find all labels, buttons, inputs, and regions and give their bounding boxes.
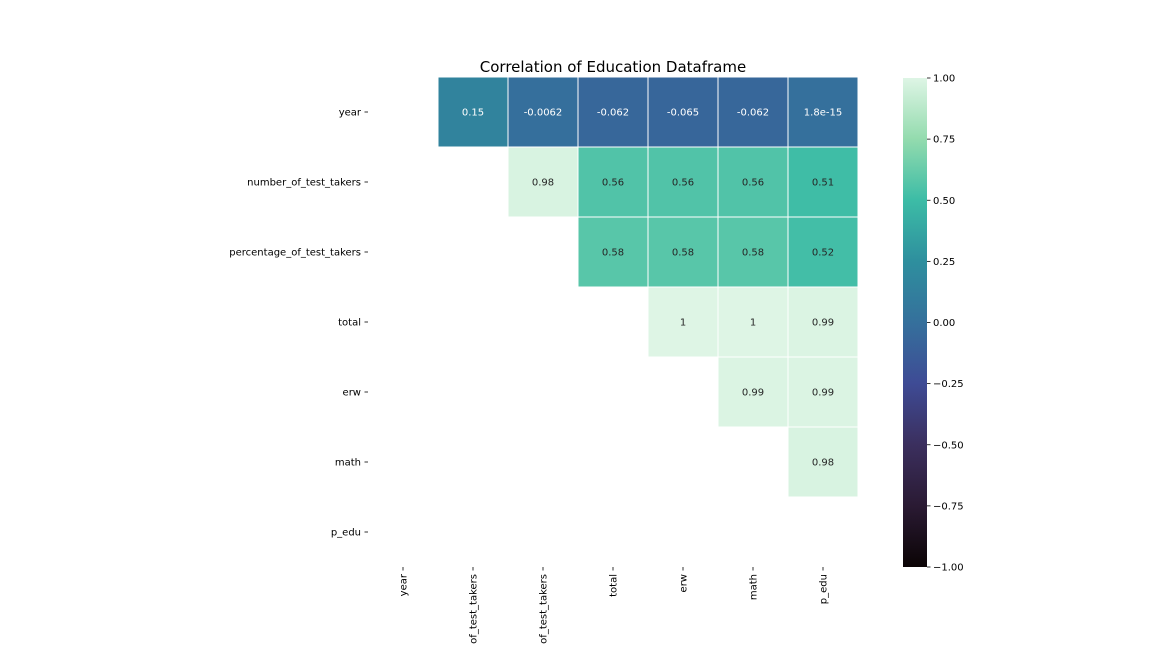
colorbar-tick-label: 1.00 — [933, 74, 955, 85]
heatmap-cell-rect — [787, 356, 859, 428]
heatmap-cell-number-of-test-takers-math: 0.56 — [717, 146, 789, 218]
heatmap-cell-rect — [577, 146, 649, 218]
heatmap-cell-total-erw: 1 — [647, 286, 719, 358]
heatmap-cell-math-p-edu: 0.98 — [787, 426, 859, 498]
heatmap-cell-value: 0.99 — [812, 388, 834, 399]
colorbar-tick-label: 0.25 — [933, 257, 955, 268]
column-tick-label-percentage-of-test-takers: of_test_takers — [539, 574, 550, 644]
row-tick-label-p-edu: p_edu — [331, 528, 361, 539]
heatmap-cell-percentage-of-test-takers-math: 0.58 — [717, 216, 789, 288]
heatmap-cell-total-math: 1 — [717, 286, 789, 358]
heatmap-cell-number-of-test-takers-erw: 0.56 — [647, 146, 719, 218]
heatmap-cell-year-total: -0.062 — [577, 76, 649, 148]
colorbar-tick-label: 0.75 — [933, 135, 955, 146]
row-tick-label-math: math — [335, 458, 361, 469]
heatmap-cell-rect — [507, 146, 579, 218]
heatmap-cell-value: 0.99 — [812, 318, 834, 329]
heatmap-cell-rect — [787, 216, 859, 288]
heatmap-cell-value: 0.52 — [812, 248, 834, 259]
colorbar-tick-label: −0.75 — [933, 501, 964, 512]
heatmap-cell-year-p-edu: 1.8e-15 — [787, 76, 859, 148]
column-tick-label-total: total — [609, 574, 620, 597]
heatmap-cell-rect — [577, 216, 649, 288]
heatmap-cell-rect — [787, 286, 859, 358]
colorbar-tick-label: 0.50 — [933, 196, 955, 207]
heatmap-cell-year-math: -0.062 — [717, 76, 789, 148]
heatmap-cell-rect — [577, 76, 649, 148]
heatmap-cell-value: 1.8e-15 — [804, 108, 842, 119]
colorbar-tick-label: 0.00 — [933, 318, 955, 329]
heatmap-cell-rect — [647, 76, 719, 148]
heatmap-cell-value: 1 — [680, 318, 686, 329]
heatmap-cell-erw-p-edu: 0.99 — [787, 356, 859, 428]
heatmap-cell-value: 0.58 — [742, 248, 764, 259]
heatmap-cell-value: 0.58 — [672, 248, 694, 259]
row-tick-label-erw: erw — [343, 388, 361, 399]
heatmap-cell-rect — [717, 146, 789, 218]
heatmap-cell-value: 0.51 — [812, 178, 834, 189]
heatmap-cell-rect — [507, 76, 579, 148]
row-tick-label-total: total — [338, 318, 361, 329]
heatmap-cell-number-of-test-takers-total: 0.56 — [577, 146, 649, 218]
row-tick-labels: year number_of_test_takers percentage_of_t… — [229, 108, 368, 539]
heatmap-cell-percentage-of-test-takers-erw: 0.58 — [647, 216, 719, 288]
heatmap-cell-value: -0.065 — [667, 108, 699, 119]
heatmap-cell-rect — [647, 286, 719, 358]
column-tick-label-erw: erw — [679, 574, 690, 592]
heatmap-cell-rect — [787, 76, 859, 148]
column-tick-label-number-of-test-takers: of_test_takers — [469, 574, 480, 644]
column-tick-label-p-edu: p_edu — [819, 574, 830, 604]
column-tick-label-math: math — [749, 574, 760, 600]
heatmap-cell-percentage-of-test-takers-p-edu: 0.52 — [787, 216, 859, 288]
row-tick-label-number-of-test-takers: number_of_test_takers — [247, 178, 361, 189]
heatmap-cell-year-erw: -0.065 — [647, 76, 719, 148]
heatmap-cell-value: 1 — [750, 318, 756, 329]
heatmap-cell-rect — [717, 216, 789, 288]
heatmap-cell-value: -0.0062 — [524, 108, 563, 119]
heatmap-cell-value: -0.062 — [737, 108, 769, 119]
heatmap-cell-rect — [717, 356, 789, 428]
heatmap-cell-total-p-edu: 0.99 — [787, 286, 859, 358]
heatmap-cell-value: 0.56 — [602, 178, 624, 189]
heatmap-cell-value: 0.56 — [742, 178, 764, 189]
heatmap-cell-number-of-test-takers-percentage-of-test-takers: 0.98 — [507, 146, 579, 218]
row-tick-label-year: year — [339, 108, 362, 119]
heatmap-cell-value: 0.98 — [812, 458, 834, 469]
heatmap-cell-percentage-of-test-takers-total: 0.58 — [577, 216, 649, 288]
colorbar: 1.00 0.75 0.50 0.25 0.00 −0.25 −0.50 −0.75 −1.00 — [903, 74, 964, 574]
heatmap-cell-value: -0.062 — [597, 108, 629, 119]
heatmap-cell-erw-math: 0.99 — [717, 356, 789, 428]
colorbar-ticks: 1.00 0.75 0.50 0.25 0.00 −0.25 −0.50 −0.75 −1.00 — [927, 74, 964, 574]
heatmap-cell-year-number-of-test-takers: 0.15 — [437, 76, 509, 148]
heatmap-cell-number-of-test-takers-p-edu: 0.51 — [787, 146, 859, 218]
colorbar-tick-label: −0.25 — [933, 379, 964, 390]
heatmap-cell-rect — [717, 286, 789, 358]
colorbar-tick-label: −0.50 — [933, 440, 964, 451]
heatmap-cell-value: 0.15 — [462, 108, 484, 119]
heatmap-cell-rect — [437, 76, 509, 148]
heatmap-cell-value: 0.98 — [532, 178, 554, 189]
row-tick-label-percentage-of-test-takers: percentage_of_test_takers — [229, 248, 361, 259]
heatmap-cell-year-percentage-of-test-takers: -0.0062 — [507, 76, 579, 148]
chart-title: Correlation of Education Dataframe — [480, 58, 746, 76]
colorbar-gradient — [903, 78, 927, 567]
column-tick-label-year: year — [399, 573, 410, 596]
heatmap-cell-rect — [787, 146, 859, 218]
heatmap-cell-value: 0.56 — [672, 178, 694, 189]
heatmap-cells: 0.15 -0.0062 -0.062 -0.065 -0.062 1.8e-15 0.98… — [437, 76, 859, 498]
heatmap-cell-rect — [787, 426, 859, 498]
heatmap-cell-value: 0.99 — [742, 388, 764, 399]
heatmap-cell-value: 0.58 — [602, 248, 624, 259]
colorbar-tick-label: −1.00 — [933, 563, 964, 574]
column-tick-labels: year of_test_takers of_test_takers total erw… — [399, 567, 830, 644]
